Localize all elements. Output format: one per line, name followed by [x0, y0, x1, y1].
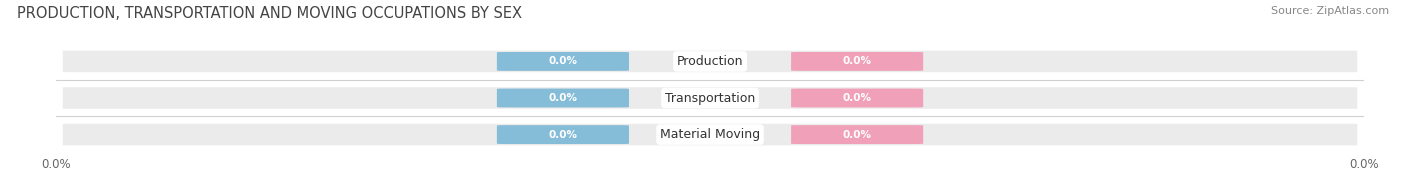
Text: PRODUCTION, TRANSPORTATION AND MOVING OCCUPATIONS BY SEX: PRODUCTION, TRANSPORTATION AND MOVING OC… [17, 6, 522, 21]
FancyBboxPatch shape [792, 52, 924, 71]
Text: 0.0%: 0.0% [842, 130, 872, 140]
Text: 0.0%: 0.0% [842, 93, 872, 103]
Text: Production: Production [676, 55, 744, 68]
FancyBboxPatch shape [63, 87, 1357, 109]
FancyBboxPatch shape [496, 125, 628, 144]
Text: 0.0%: 0.0% [842, 56, 872, 66]
Text: 0.0%: 0.0% [548, 93, 578, 103]
Text: 0.0%: 0.0% [548, 130, 578, 140]
FancyBboxPatch shape [496, 89, 628, 107]
Text: 0.0%: 0.0% [548, 56, 578, 66]
Text: Material Moving: Material Moving [659, 128, 761, 141]
FancyBboxPatch shape [792, 125, 924, 144]
Text: Source: ZipAtlas.com: Source: ZipAtlas.com [1271, 6, 1389, 16]
FancyBboxPatch shape [63, 51, 1357, 72]
Text: Transportation: Transportation [665, 92, 755, 104]
FancyBboxPatch shape [792, 89, 924, 107]
FancyBboxPatch shape [63, 124, 1357, 145]
FancyBboxPatch shape [496, 52, 628, 71]
